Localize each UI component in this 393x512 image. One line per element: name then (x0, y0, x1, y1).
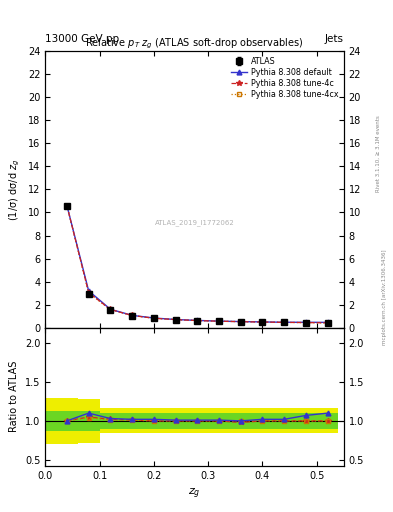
Pythia 8.308 default (260, 319, 265, 325)
Pythia 8.308 default (173, 316, 178, 323)
Pythia 8.308 default (64, 202, 69, 209)
Pythia 8.308 default (86, 288, 91, 294)
Pythia 8.308 tune-4c (86, 289, 91, 295)
Pythia 8.308 tune-4cx (195, 317, 200, 324)
Pythia 8.308 tune-4c (217, 318, 221, 324)
Pythia 8.308 tune-4cx (282, 319, 286, 326)
Pythia 8.308 tune-4c (303, 319, 308, 326)
Legend: ATLAS, Pythia 8.308 default, Pythia 8.308 tune-4c, Pythia 8.308 tune-4cx: ATLAS, Pythia 8.308 default, Pythia 8.30… (230, 55, 340, 100)
Pythia 8.308 tune-4c (108, 306, 113, 312)
Line: Pythia 8.308 tune-4cx: Pythia 8.308 tune-4cx (65, 203, 330, 325)
Pythia 8.308 tune-4c (325, 320, 330, 326)
Pythia 8.308 default (195, 317, 200, 324)
Pythia 8.308 tune-4cx (130, 312, 134, 318)
Text: mcplots.cern.ch [arXiv:1306.3436]: mcplots.cern.ch [arXiv:1306.3436] (382, 249, 387, 345)
Text: Jets: Jets (325, 34, 344, 45)
Pythia 8.308 tune-4c (238, 318, 243, 325)
Pythia 8.308 default (151, 315, 156, 321)
Line: Pythia 8.308 default: Pythia 8.308 default (64, 203, 330, 325)
Pythia 8.308 default (217, 318, 221, 324)
Pythia 8.308 default (238, 318, 243, 325)
Pythia 8.308 tune-4cx (325, 320, 330, 326)
Pythia 8.308 tune-4c (282, 319, 286, 326)
Pythia 8.308 tune-4cx (64, 202, 69, 209)
Pythia 8.308 tune-4c (173, 316, 178, 323)
Title: Relative $p_T$ $z_g$ (ATLAS soft-drop observables): Relative $p_T$ $z_g$ (ATLAS soft-drop ob… (85, 37, 304, 51)
Pythia 8.308 tune-4cx (260, 319, 265, 325)
Text: ATLAS_2019_I1772062: ATLAS_2019_I1772062 (155, 219, 234, 226)
Y-axis label: Ratio to ATLAS: Ratio to ATLAS (9, 361, 19, 433)
Pythia 8.308 default (325, 319, 330, 326)
Text: 13000 GeV pp: 13000 GeV pp (45, 34, 119, 45)
Text: Rivet 3.1.10, ≥ 3.1M events: Rivet 3.1.10, ≥ 3.1M events (376, 115, 380, 192)
Pythia 8.308 tune-4c (195, 317, 200, 324)
Pythia 8.308 default (130, 312, 134, 318)
Pythia 8.308 tune-4c (130, 312, 134, 318)
Pythia 8.308 tune-4cx (303, 319, 308, 326)
Pythia 8.308 tune-4c (260, 319, 265, 325)
X-axis label: $z_g$: $z_g$ (188, 486, 201, 501)
Y-axis label: (1/σ) dσ/d $z_g$: (1/σ) dσ/d $z_g$ (8, 158, 22, 221)
Pythia 8.308 tune-4c (64, 202, 69, 209)
Pythia 8.308 tune-4cx (217, 318, 221, 324)
Pythia 8.308 tune-4cx (238, 318, 243, 325)
Pythia 8.308 tune-4cx (86, 290, 91, 296)
Pythia 8.308 default (282, 319, 286, 325)
Pythia 8.308 tune-4cx (151, 315, 156, 322)
Pythia 8.308 tune-4cx (108, 307, 113, 313)
Pythia 8.308 default (303, 319, 308, 325)
Pythia 8.308 tune-4c (151, 315, 156, 322)
Pythia 8.308 default (108, 306, 113, 312)
Line: Pythia 8.308 tune-4c: Pythia 8.308 tune-4c (64, 203, 331, 326)
Pythia 8.308 tune-4cx (173, 316, 178, 323)
